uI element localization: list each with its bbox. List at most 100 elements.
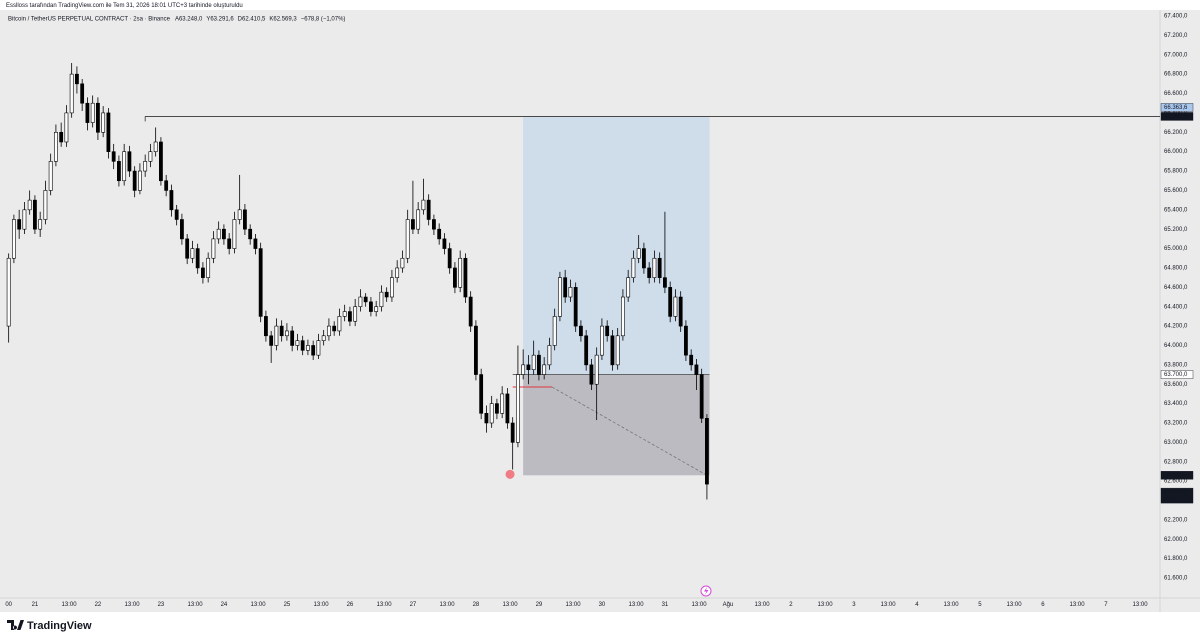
candle-body: [573, 287, 578, 327]
x-tick-label: 26: [347, 602, 354, 608]
price-label-box: [1160, 370, 1194, 379]
candle-body: [290, 330, 295, 346]
x-tick-label: 3: [852, 602, 856, 608]
y-tick-label: 65.600,0: [1164, 188, 1188, 194]
y-tick-label: 65.800,0: [1164, 169, 1188, 175]
legend-value: −678,8 (−1,07%): [301, 17, 346, 23]
x-tick-label: 7: [1104, 602, 1108, 608]
candle-body: [642, 248, 646, 269]
candle-body: [447, 248, 452, 269]
candle-body: [295, 340, 300, 346]
y-tick-label: 67.000,0: [1164, 52, 1188, 58]
price-sublabel: 58:47: [1164, 497, 1180, 503]
candle-body: [117, 161, 121, 182]
candle-body: [589, 364, 594, 385]
x-tick-label: 13:00: [818, 602, 834, 608]
candle-body: [353, 306, 358, 322]
candle-body: [222, 228, 226, 240]
candle-body: [432, 219, 436, 230]
candle-body: [206, 257, 211, 278]
candle-body: [531, 354, 536, 370]
x-tick-label: 28: [473, 602, 480, 608]
candle-body: [348, 311, 352, 322]
y-tick-label: 63.200,0: [1164, 421, 1188, 427]
candle-body: [90, 102, 95, 123]
candle-body: [379, 291, 384, 308]
candle-body: [390, 277, 394, 298]
candle-body: [279, 325, 284, 337]
candle-body: [327, 325, 331, 337]
y-tick-label: 64.200,0: [1164, 324, 1188, 330]
candle-body: [584, 335, 589, 366]
x-tick-label: 24: [221, 602, 228, 608]
x-tick-label: 6: [1041, 602, 1045, 608]
candle-body: [626, 277, 631, 298]
candle-body: [453, 267, 457, 288]
candle-body: [48, 161, 53, 191]
x-tick-label: 13:00: [692, 602, 708, 608]
x-tick-label: 13:00: [755, 602, 771, 608]
candle-body: [285, 330, 289, 337]
candle-body: [668, 287, 673, 317]
y-tick-label: 64.400,0: [1164, 304, 1188, 310]
candle-body: [195, 248, 200, 269]
candle-body: [369, 301, 373, 312]
candle-body: [180, 219, 184, 240]
legend-value: D62.410,5: [238, 17, 266, 23]
candle-body: [421, 199, 426, 211]
candle-body: [600, 325, 604, 356]
price-label: 62.660,1: [1164, 473, 1188, 479]
x-tick-label: 13:00: [440, 602, 456, 608]
candle-body: [568, 287, 573, 298]
price-label: 66.363,6: [1164, 114, 1188, 120]
candle-body: [342, 311, 347, 317]
candle-body: [300, 340, 305, 351]
price-label: 63.700,0: [1164, 372, 1188, 378]
candle-body: [563, 277, 568, 298]
price-label: 66.363,6: [1164, 105, 1188, 111]
candle-body: [358, 296, 363, 308]
price-label-box: [1160, 103, 1194, 112]
candle-body: [6, 257, 11, 327]
candle-body: [148, 151, 153, 162]
candle-body: [505, 393, 510, 424]
candle-body: [689, 354, 694, 366]
candle-body: [552, 316, 557, 346]
candle-body: [69, 73, 74, 114]
candle-body: [516, 374, 520, 443]
candle-body: [636, 248, 641, 259]
candle-body: [143, 161, 148, 172]
x-tick-label: 13:00: [944, 602, 960, 608]
price-label-box: [1160, 487, 1194, 504]
candle-body: [153, 141, 158, 152]
y-tick-label: 63.800,0: [1164, 362, 1188, 368]
y-tick-label: 66.000,0: [1164, 149, 1188, 155]
candle-body: [647, 267, 652, 278]
x-tick-label: 13:00: [125, 602, 141, 608]
x-tick-label: 13:00: [566, 602, 582, 608]
axes: 61.600,061.800,062.000,062.200,062.400,0…: [5, 14, 1194, 608]
candle-body: [201, 267, 205, 278]
candle-body: [395, 267, 400, 278]
symbol: Bitcoin / TetherUS PERPETUAL CONTRACT · …: [8, 17, 171, 23]
candle-body: [594, 354, 599, 385]
candle-body: [374, 306, 379, 312]
brand: TradingView: [27, 620, 92, 632]
candle-body: [468, 296, 473, 327]
candle-body: [96, 102, 100, 133]
candle-body: [510, 422, 515, 443]
x-tick-label: 00: [5, 602, 12, 608]
y-tick-label: 63.400,0: [1164, 401, 1188, 407]
candle-body: [621, 296, 625, 337]
candle-body: [111, 151, 116, 162]
candle-body: [547, 345, 552, 366]
x-tick-label: 13:00: [251, 602, 267, 608]
candle-body: [526, 364, 531, 370]
y-tick-label: 64.000,0: [1164, 343, 1188, 349]
x-tick-label: 21: [32, 602, 39, 608]
candle-body: [316, 340, 321, 356]
x-tick-label: 27: [410, 602, 417, 608]
candle-body: [405, 219, 410, 259]
candle-body: [311, 345, 316, 356]
